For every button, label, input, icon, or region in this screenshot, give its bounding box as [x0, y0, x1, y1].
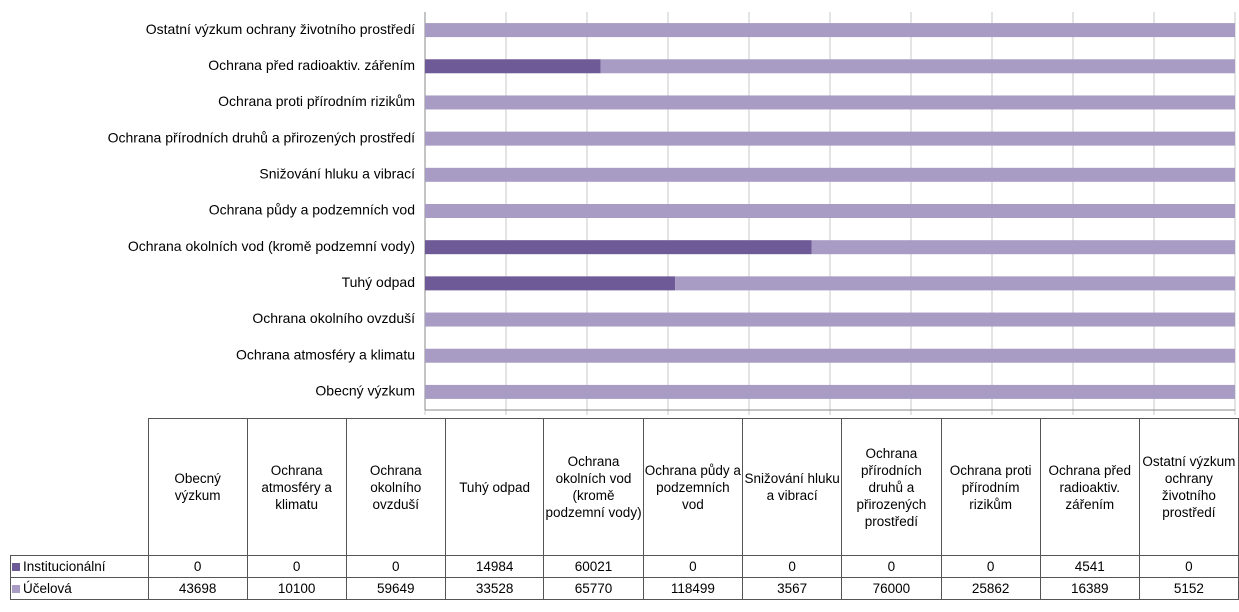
bar-segment	[425, 384, 1235, 399]
bar-segment	[425, 240, 812, 255]
y-tick-label: Ochrana půdy a podzemních vod	[209, 202, 415, 218]
table-cell: 14984	[444, 555, 545, 578]
table-header-cell: Ochrana proti přírodním rizikům	[940, 418, 1041, 556]
bar-segment	[425, 167, 1235, 182]
table-cell: 0	[642, 555, 744, 578]
table-cell: 10100	[246, 577, 347, 600]
y-tick-label: Ochrana před radioaktiv. zářením	[208, 57, 415, 73]
bar-segment	[425, 312, 1235, 327]
bar-segment	[425, 95, 1235, 110]
y-tick-label: Snižování hluku a vibrací	[259, 166, 415, 182]
table-header-cell: Ochrana okolních vod (kromě podzemní vod…	[543, 418, 644, 556]
bar-segment	[675, 276, 1235, 291]
table-cell: 43698	[147, 577, 248, 600]
table-cell: 0	[1138, 555, 1239, 578]
bar-segment	[425, 59, 601, 74]
bar-segment	[425, 23, 1235, 38]
table-header-cell: Ochrana přírodních druhů a přirozených p…	[841, 418, 942, 556]
table-cell: 60021	[543, 555, 644, 578]
y-tick-label: Tuhý odpad	[342, 274, 415, 290]
bar-segment	[425, 204, 1235, 218]
y-tick-label: Ochrana proti přírodním rizikům	[218, 93, 415, 109]
bar-segment	[600, 59, 1235, 74]
table-header-cell: Tuhý odpad	[444, 418, 545, 556]
table-header-cell: Ochrana před radioaktiv. zářením	[1039, 418, 1140, 556]
table-cell: 0	[940, 555, 1041, 578]
table-row: Účelová 43698 10100 59649 33528 65770 118499 35…	[10, 577, 1239, 600]
y-tick-label: Ostatní výzkum ochrany životního prostře…	[146, 21, 415, 37]
table-cell: 65770	[543, 577, 644, 600]
y-tick-label: Ochrana atmosféry a klimatu	[236, 346, 415, 362]
table-cell: 5152	[1138, 577, 1239, 600]
table-header-cell: Ochrana okolního ovzduší	[345, 418, 446, 556]
table-header: Obecný výzkum Ochrana atmosféry a klimatu…	[11, 418, 1239, 556]
table-cell: 59649	[345, 577, 446, 600]
table-cell: 0	[246, 555, 347, 578]
table-cell: 0	[147, 555, 248, 578]
table-header-cell: Ochrana atmosféry a klimatu	[246, 418, 347, 556]
bar-segment	[425, 276, 676, 291]
data-table: Obecný výzkum Ochrana atmosféry a klimatu…	[10, 418, 1239, 600]
table-row-label: Institucionální	[10, 555, 149, 578]
table-header-cell: Ochrana půdy a podzemních vod	[642, 418, 744, 556]
legend-swatch	[12, 563, 20, 571]
table-cell: 16389	[1039, 577, 1140, 600]
table-cell: 76000	[841, 577, 942, 600]
y-tick-label: Ochrana okolních vod (kromě podzemní vod…	[128, 238, 415, 254]
legend-label: Institucionální	[23, 559, 106, 574]
table-row: Institucionální 0 0 0 14984 60021 0 0 0 0 4541 0	[10, 555, 1239, 578]
table-cell: 33528	[444, 577, 545, 600]
table-header-cell: Ostatní výzkum ochrany životního prostře…	[1138, 418, 1239, 556]
chart: Obecný výzkum Ochrana atmosféry a klimatu…	[108, 12, 1236, 415]
legend-label: Účelová	[23, 581, 72, 596]
table-cell: 3567	[742, 577, 843, 600]
y-tick-label: Ochrana okolního ovzduší	[252, 310, 415, 326]
bar-segment	[425, 131, 1235, 146]
y-tick-label: Obecný výzkum	[315, 383, 415, 399]
table-cell: 0	[345, 555, 446, 578]
bar-segment	[425, 348, 1235, 363]
table-cell: 118499	[642, 577, 744, 600]
table-cell: 0	[742, 555, 843, 578]
table-header-cell: Obecný výzkum	[147, 418, 248, 556]
table-cell: 0	[841, 555, 942, 578]
table-header-cell: Snižování hluku a vibrací	[742, 418, 843, 556]
table-cell: 25862	[940, 577, 1041, 600]
table-cell: 4541	[1039, 555, 1140, 578]
legend-swatch	[12, 585, 20, 593]
y-tick-label: Ochrana přírodních druhů a přirozených p…	[108, 129, 415, 145]
bar-segment	[811, 240, 1235, 255]
table-row-label: Účelová	[10, 577, 149, 600]
